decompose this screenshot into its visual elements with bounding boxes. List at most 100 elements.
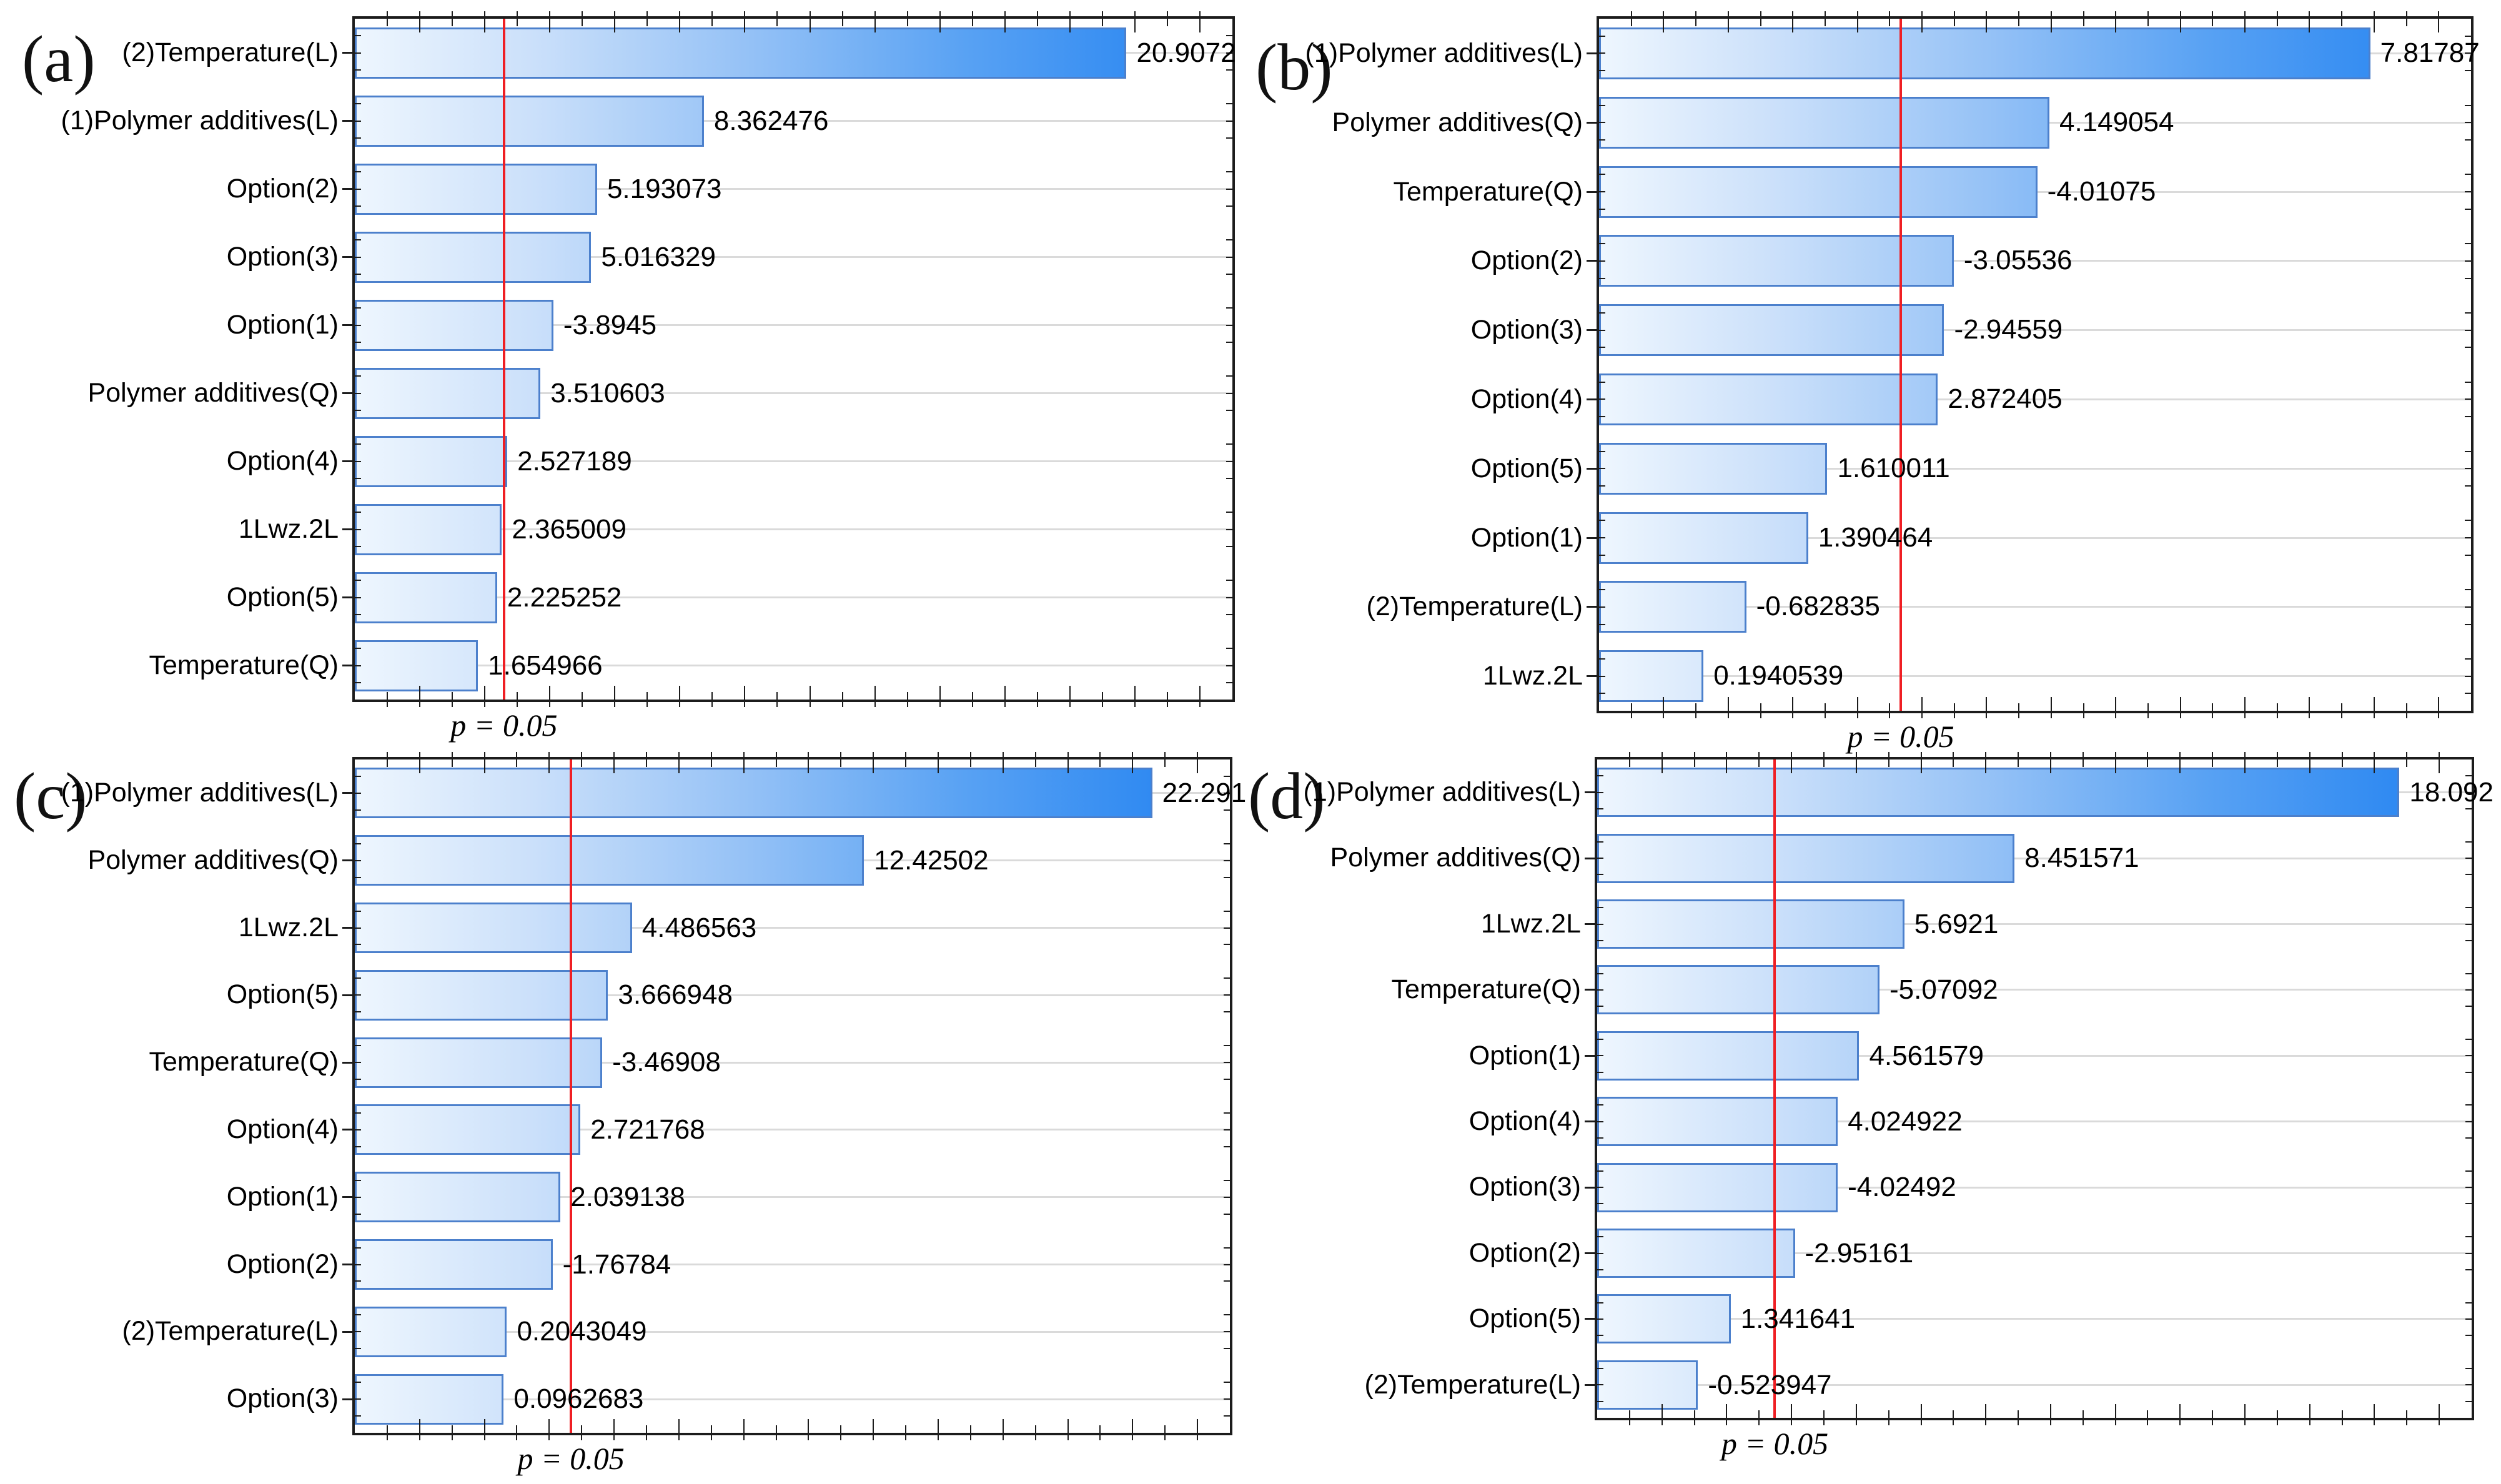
y-minor-tick <box>2465 416 2471 418</box>
y-minor-tick <box>355 307 361 309</box>
category-tick <box>342 792 355 794</box>
x-axis-tick <box>969 752 971 767</box>
bar <box>355 1306 507 1357</box>
y-minor-tick <box>355 341 361 343</box>
value-label: 4.561579 <box>1869 1040 1984 1071</box>
y-minor-tick <box>1597 1252 1603 1254</box>
y-minor-tick <box>1597 972 1603 974</box>
y-minor-tick <box>355 580 361 581</box>
x-axis-tick <box>582 692 583 707</box>
bar <box>355 1104 581 1155</box>
p-value-label: p = 0.05 <box>517 1441 625 1476</box>
category-label: Temperature(Q) <box>149 650 339 680</box>
y-minor-tick <box>1224 1145 1230 1147</box>
gridline <box>1599 467 2471 470</box>
x-axis-tick <box>517 11 518 26</box>
y-minor-tick <box>355 52 361 54</box>
y-minor-tick <box>2465 329 2471 331</box>
y-minor-tick <box>1226 460 1232 462</box>
category-tick <box>342 460 355 462</box>
x-axis-tick <box>840 752 842 767</box>
x-axis-tick <box>1727 697 1729 718</box>
x-axis-tick <box>1824 11 1826 26</box>
y-minor-tick <box>1226 103 1232 105</box>
x-axis-tick <box>2179 1404 2181 1425</box>
category-tick <box>342 1196 355 1199</box>
y-minor-tick <box>1599 52 1605 54</box>
x-axis-tick <box>1792 697 1794 718</box>
y-minor-tick <box>355 1196 361 1198</box>
x-axis-tick <box>451 1425 453 1440</box>
y-minor-tick <box>2465 791 2472 793</box>
y-minor-tick <box>355 1045 361 1047</box>
x-axis-tick <box>1693 752 1695 767</box>
y-minor-tick <box>1226 52 1232 54</box>
x-axis-tick <box>2179 752 2181 773</box>
category-label: Option(3) <box>226 242 339 272</box>
bar <box>1597 1229 1795 1278</box>
y-minor-tick <box>2465 104 2471 106</box>
category-tick <box>1585 1252 1597 1254</box>
x-axis-tick <box>452 692 453 707</box>
category-tick <box>342 1061 355 1064</box>
x-axis-tick <box>646 692 648 707</box>
category-tick <box>1587 398 1599 400</box>
x-axis-tick <box>1760 703 1761 718</box>
value-label: 2.721768 <box>590 1114 705 1145</box>
x-axis-tick <box>2374 752 2375 773</box>
y-minor-tick <box>1597 939 1603 941</box>
value-label: -0.682835 <box>1756 591 1880 622</box>
category-tick <box>1587 537 1599 539</box>
value-label: -5.07092 <box>1889 974 1998 1006</box>
x-axis-tick <box>646 1425 647 1440</box>
category-label: Option(1) <box>226 1181 339 1212</box>
x-axis-tick <box>418 752 420 773</box>
x-axis-tick <box>1663 11 1665 32</box>
x-axis-tick <box>840 1425 842 1440</box>
y-minor-tick <box>1597 1038 1603 1040</box>
y-minor-tick <box>2465 468 2471 470</box>
x-axis-tick <box>646 752 647 767</box>
bar <box>355 367 541 419</box>
x-axis-tick <box>386 752 388 767</box>
y-minor-tick <box>1599 606 1605 608</box>
value-label: 1.341641 <box>1740 1303 1856 1335</box>
x-axis-tick <box>2309 1404 2310 1425</box>
category-label: Option(4) <box>226 1114 339 1144</box>
x-axis-tick <box>1663 697 1665 718</box>
gridline <box>1597 923 2472 925</box>
bar <box>355 1037 603 1088</box>
x-axis-tick <box>873 752 874 773</box>
category-tick <box>1585 791 1597 794</box>
x-axis-tick <box>711 692 713 707</box>
x-axis-tick <box>2147 1410 2149 1425</box>
x-axis-tick <box>1101 692 1103 707</box>
y-minor-tick <box>1224 1011 1230 1013</box>
y-minor-tick <box>2465 398 2471 400</box>
y-minor-tick <box>2465 907 2472 909</box>
gridline <box>355 1061 1230 1064</box>
value-label: 0.1940539 <box>1713 660 1844 691</box>
x-axis-tick <box>1166 692 1168 707</box>
x-axis-tick <box>2115 697 2117 718</box>
y-minor-tick <box>1224 1280 1230 1282</box>
x-axis-tick <box>549 686 551 707</box>
x-axis-tick <box>1920 752 1922 773</box>
y-minor-tick <box>2465 923 2472 925</box>
x-axis-tick <box>679 686 681 707</box>
x-axis-tick <box>678 752 680 773</box>
value-label: 8.451571 <box>2024 843 2139 874</box>
x-axis-tick <box>2018 11 2020 26</box>
x-axis-tick <box>2115 11 2117 32</box>
y-minor-tick <box>1599 485 1605 487</box>
bar <box>1599 581 1746 633</box>
x-axis-tick <box>939 11 941 32</box>
value-label: -3.8945 <box>563 310 657 340</box>
y-minor-tick <box>355 1280 361 1282</box>
y-minor-tick <box>355 1415 361 1417</box>
y-minor-tick <box>1226 596 1232 598</box>
bar <box>1597 1162 1838 1212</box>
y-minor-tick <box>1599 35 1605 37</box>
p-value-label: p = 0.05 <box>1721 1426 1829 1461</box>
y-minor-tick <box>2465 658 2471 660</box>
